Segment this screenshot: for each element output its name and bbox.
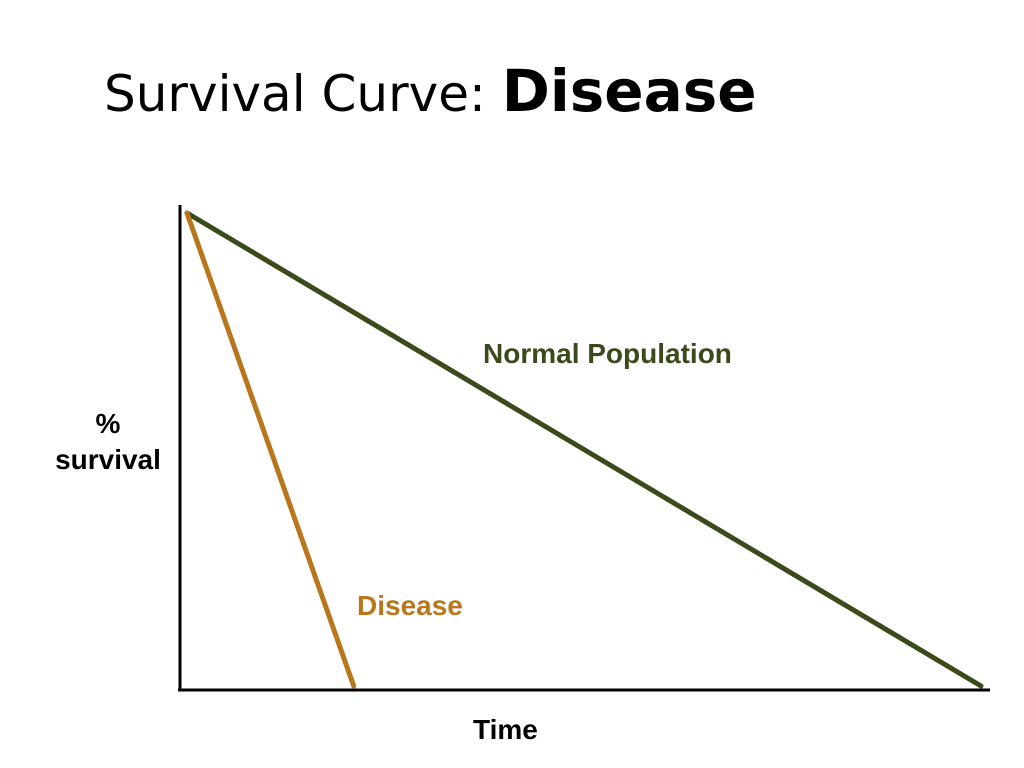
slide-title-emphasis: Disease [501,57,757,125]
series-layer [184,210,984,689]
series-label-normal-population: Normal Population [483,338,732,369]
slide-title-prefix: Survival Curve: [104,65,502,123]
x-axis-label: Time [473,714,538,745]
series-line-disease [184,210,357,689]
slide-title: Survival Curve: Disease [104,62,757,120]
series-label-disease: Disease [357,590,463,621]
y-axis-label-line-1: % [95,408,121,439]
y-axis-label-line-2: survival [55,444,161,475]
series-line-normal-population [184,210,984,689]
y-axis-label: % survival [40,406,176,478]
